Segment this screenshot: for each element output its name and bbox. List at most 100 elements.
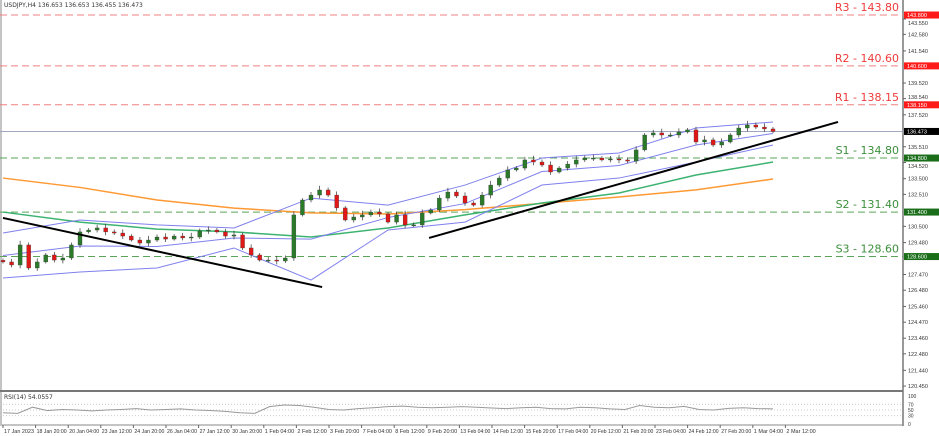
y-tick-label: 120.450	[908, 384, 928, 390]
candle	[0, 260, 6, 263]
candle	[283, 257, 288, 262]
candle	[248, 247, 254, 256]
candle	[420, 212, 425, 226]
candle	[308, 194, 314, 201]
candle	[385, 213, 391, 223]
candle	[291, 214, 297, 259]
x-tick-label: 26 Jan 04:00	[167, 429, 197, 435]
y-tick-label: 124.470	[908, 320, 928, 326]
candle	[668, 134, 673, 137]
bollinger-middle	[2, 132, 774, 257]
current-price-badge	[904, 127, 939, 135]
rsi-level-label: 70	[908, 402, 914, 408]
axis-level-badge	[904, 208, 939, 216]
x-tick-label: 2 Feb 12:00	[297, 429, 326, 435]
y-tick-label: 134.520	[908, 164, 928, 170]
candle	[274, 259, 279, 262]
x-tick-label: 30 Jan 20:00	[232, 429, 262, 435]
rsi-line	[2, 404, 774, 414]
candle	[445, 191, 451, 199]
candle	[599, 157, 605, 161]
y-tick-label: 126.480	[908, 288, 928, 294]
level-label-S3: S3 - 128.60	[836, 243, 899, 256]
y-tick-label: 143.550	[908, 21, 928, 27]
candle	[325, 189, 331, 196]
axis-level-badge	[904, 101, 939, 109]
candle	[454, 191, 459, 197]
candle	[26, 244, 31, 269]
candle	[514, 167, 519, 171]
bollinger-lower	[2, 144, 774, 281]
candle	[488, 184, 493, 196]
candle	[240, 234, 245, 249]
candle	[762, 126, 767, 130]
candle	[60, 257, 66, 261]
axis-level-badge	[904, 154, 939, 162]
x-tick-label: 17 Feb 04:00	[558, 429, 588, 435]
x-tick-label: 24 Feb 12:00	[689, 429, 719, 435]
y-tick-label: 137.520	[908, 113, 928, 119]
x-tick-label: 14 Feb 12:00	[493, 429, 523, 435]
candle	[651, 132, 656, 136]
y-tick-label: 123.460	[908, 336, 928, 342]
candle	[574, 159, 579, 165]
candle	[642, 134, 647, 151]
candle	[625, 159, 630, 162]
axis-level-text: 140.600	[907, 64, 927, 70]
candle	[591, 157, 596, 160]
level-label-S1: S1 - 134.80	[836, 144, 899, 157]
candle	[52, 254, 57, 261]
candle	[676, 131, 682, 136]
candle	[266, 259, 271, 262]
candle	[86, 229, 91, 233]
candle	[171, 235, 177, 240]
candle	[728, 134, 733, 143]
candle	[214, 229, 220, 233]
candle	[736, 127, 741, 136]
x-tick-label: 20 Jan 04:00	[69, 429, 99, 435]
rsi-label: RSI(14) 54.0557	[4, 394, 53, 401]
candle	[685, 129, 690, 133]
candle	[394, 214, 399, 223]
candle	[556, 167, 562, 173]
y-tick-label: 142.580	[908, 32, 928, 38]
candle	[197, 230, 202, 238]
candle	[522, 159, 528, 169]
candle	[710, 139, 716, 146]
candle	[94, 227, 100, 231]
candle	[548, 164, 553, 173]
x-tick-label: 27 Jan 12:00	[200, 429, 230, 435]
candle	[360, 214, 365, 218]
x-tick-label: 21 Feb 20:00	[623, 429, 653, 435]
axis-level-badge	[904, 62, 939, 70]
x-tick-label: 18 Jan 20:00	[37, 429, 67, 435]
y-tick-label: 133.500	[908, 177, 928, 183]
x-tick-label: 24 Jan 20:00	[134, 429, 164, 435]
candle	[35, 261, 40, 269]
candle	[351, 216, 356, 221]
x-tick-label: 3 Feb 20:00	[330, 429, 359, 435]
candle	[582, 157, 587, 161]
rsi-level-label: 0	[908, 422, 911, 428]
x-tick-label: 23 Jan 12:00	[102, 429, 132, 435]
y-tick-label: 127.470	[908, 273, 928, 279]
candle	[753, 124, 759, 128]
symbol-info: USDJPY,H4 136.653 136.653 136.455 136.47…	[4, 2, 143, 9]
y-tick-label: 125.460	[908, 304, 928, 310]
level-label-R2: R2 - 140.60	[835, 52, 899, 65]
candle	[154, 236, 160, 241]
candle	[402, 214, 408, 226]
axis-level-text: 143.800	[907, 13, 927, 19]
axis-level-text: 138.150	[907, 103, 927, 109]
y-tick-label: 121.440	[908, 368, 928, 374]
trendline-2	[428, 121, 839, 239]
candle	[377, 211, 382, 215]
candle	[505, 169, 510, 179]
rsi-level-label: 50	[908, 408, 914, 414]
candle	[659, 132, 664, 136]
x-tick-label: 8 Feb 12:00	[395, 429, 424, 435]
candle	[565, 163, 570, 169]
candle	[9, 261, 14, 266]
rsi-level-label: 30	[908, 414, 914, 420]
